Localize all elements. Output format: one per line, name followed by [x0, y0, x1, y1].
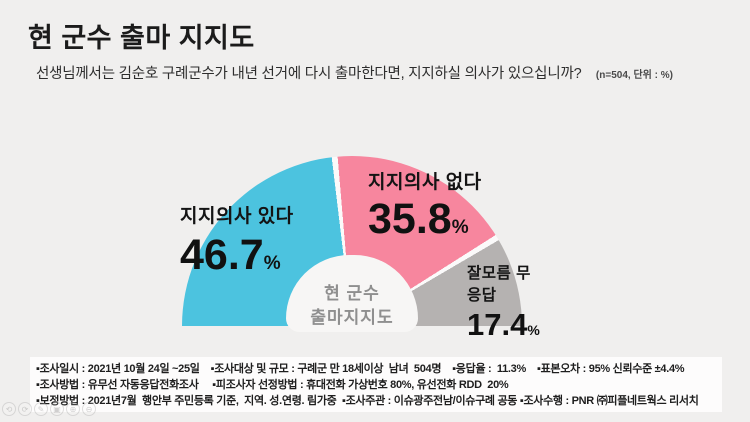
rotate-right-icon[interactable]: ⟳ — [18, 402, 32, 416]
slice-label-dont-know: 잘모름 무응답 17.4% — [467, 261, 540, 340]
slice-value: 46.7 — [180, 231, 264, 279]
slice-category: 지지의사 없다 — [368, 172, 482, 193]
edit-icon[interactable]: ✎ — [34, 402, 48, 416]
slice-label-support-yes: 지지의사 있다 46.7% — [180, 201, 294, 277]
survey-question-row: 선생님께서는 김순호 구례군수가 내년 선거에 다시 출마한다면, 지지하실 의… — [36, 62, 673, 83]
crop-icon[interactable]: ▣ — [50, 402, 64, 416]
percent-sign: % — [527, 322, 540, 338]
viewer-toolbar-watermark: ⟲ ⟳ ✎ ▣ ⊕ ⊖ — [2, 402, 96, 416]
slice-value: 17.4 — [467, 307, 528, 342]
methodology-line-2: ▪조사방법 : 유무선 자동응답전화조사 ▪피조사자 선정방법 : 휴대전화 가… — [36, 379, 509, 391]
methodology-footer: ▪조사일시 : 2021년 10월 24일 ~25일 ▪조사대상 및 규모 : … — [30, 357, 722, 412]
slice-category: 잘모름 무응답 — [467, 265, 531, 304]
zoom-in-icon[interactable]: ⊕ — [66, 402, 80, 416]
zoom-out-icon[interactable]: ⊖ — [82, 402, 96, 416]
slice-category: 지지의사 있다 — [180, 206, 294, 227]
percent-sign: % — [263, 253, 281, 274]
donut-center-line2: 출마지지도 — [310, 308, 394, 327]
slice-value: 35.8 — [368, 195, 452, 243]
methodology-line-3: ▪보정방법 : 2021년7월 행안부 주민등록 기준, 지역. 성.연령. 림… — [36, 395, 699, 407]
rotate-left-icon[interactable]: ⟲ — [2, 402, 16, 416]
methodology-line-1: ▪조사일시 : 2021년 10월 24일 ~25일 ▪조사대상 및 규모 : … — [36, 363, 685, 375]
survey-question: 선생님께서는 김순호 구례군수가 내년 선거에 다시 출마한다면, 지지하실 의… — [36, 66, 582, 82]
slice-label-support-no: 지지의사 없다 35.8% — [368, 167, 482, 241]
semi-donut-chart: 현 군수 출마지지도 지지의사 있다 46.7% 지지의사 없다 35.8% 잘… — [180, 156, 540, 340]
sample-size-note: (n=504, 단위 : %) — [595, 70, 673, 81]
donut-center-label: 현 군수 출마지지도 — [310, 282, 393, 330]
donut-center-line1: 현 군수 — [324, 284, 380, 303]
page-title: 현 군수 출마 지지도 — [28, 23, 255, 53]
percent-sign: % — [451, 217, 469, 238]
